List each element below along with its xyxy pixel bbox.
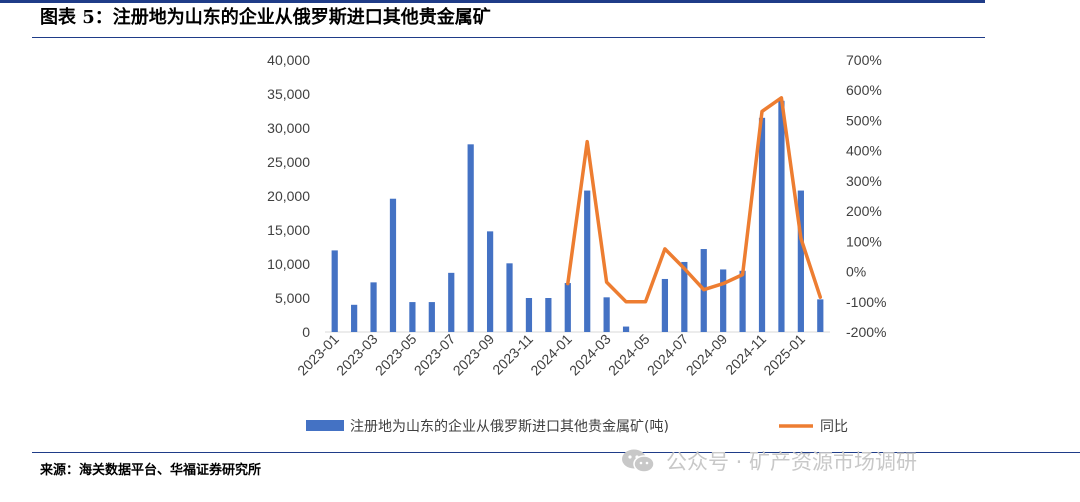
y-right-tick-label: 600% (846, 82, 882, 98)
legend-bar-swatch (306, 420, 344, 431)
bar (389, 198, 397, 332)
bar (331, 250, 338, 332)
legend-bar-label: 注册地为山东的企业从俄罗斯进口其他贵金属矿(吨) (350, 418, 669, 435)
x-tick-label: 2023-09 (450, 331, 498, 379)
y-left-tick-label: 5,000 (275, 290, 310, 306)
y-left-tick-label: 10,000 (267, 256, 310, 272)
x-tick-label: 2023-03 (333, 331, 381, 379)
y-left-tick-label: 15,000 (267, 222, 310, 238)
figure-header: 图表 5：注册地为山东的企业从俄罗斯进口其他贵金属矿 (40, 6, 985, 36)
bar (525, 298, 533, 332)
bar (448, 272, 455, 332)
y-left-tick-label: 35,000 (267, 86, 310, 102)
watermark-text: 公众号 · 矿产资源市场调研 (666, 450, 918, 474)
bar (778, 100, 785, 332)
bar (351, 304, 358, 332)
x-tick-label: 2024-11 (722, 331, 769, 378)
top-rule (0, 0, 985, 3)
bar (428, 302, 435, 332)
x-tick-label: 2024-07 (644, 331, 692, 379)
wechat-icon (622, 449, 655, 473)
y-left-tick-label: 25,000 (267, 154, 310, 170)
y-right-tick-label: 400% (846, 143, 882, 159)
source-rule (32, 452, 1080, 453)
y-right-tick-label: 700% (846, 52, 882, 68)
bar (758, 117, 766, 332)
bar (661, 278, 669, 332)
y-left-tick-label: 30,000 (267, 120, 310, 136)
x-tick-label: 2023-11 (489, 331, 536, 378)
y-right-tick-label: 0% (846, 264, 866, 280)
source-note: 来源：海关数据平台、华福证券研究所 (40, 463, 262, 478)
bar (817, 299, 824, 332)
header-rule (32, 37, 985, 38)
y-right-tick-label: -100% (846, 294, 886, 310)
bar (409, 302, 416, 332)
y-left-tick-label: 40,000 (267, 52, 310, 68)
y-left-tick-label: 0 (302, 324, 310, 340)
bar (486, 231, 494, 332)
y-right-tick-label: -200% (846, 324, 886, 340)
x-tick-label: 2025-01 (760, 331, 808, 379)
bar (584, 190, 591, 332)
x-tick-label: 2023-05 (372, 331, 420, 379)
bar (603, 297, 610, 332)
x-tick-label: 2024-09 (683, 331, 731, 379)
bar (467, 144, 474, 332)
x-tick-label: 2024-01 (527, 331, 575, 379)
y-right-tick-label: 300% (846, 173, 882, 189)
y-right-tick-label: 200% (846, 203, 882, 219)
watermark: 公众号 · 矿产资源市场调研 (620, 446, 917, 476)
x-tick-label: 2023-07 (411, 331, 459, 379)
y-left-tick-label: 20,000 (267, 188, 310, 204)
bar (545, 298, 552, 332)
bar (681, 261, 688, 332)
y-right-tick-label: 500% (846, 112, 882, 128)
legend-line-label: 同比 (820, 419, 848, 435)
bar (720, 269, 727, 332)
bar (739, 270, 746, 332)
bar (506, 263, 513, 332)
x-tick-label: 2024-03 (566, 331, 614, 379)
bar (622, 326, 630, 332)
y-right-tick-label: 100% (846, 233, 882, 249)
chart: 0 5,000 10,000 15,000 20,000 25,000 30,000 35,0… (267, 52, 886, 435)
figure-title: 图表 5：注册地为山东的企业从俄罗斯进口其他贵金属矿 (40, 7, 491, 28)
series-line-yoy (566, 96, 823, 304)
bar (564, 283, 571, 332)
x-tick-label: 2024-05 (605, 331, 653, 379)
bar (797, 190, 804, 332)
bar (370, 282, 377, 332)
